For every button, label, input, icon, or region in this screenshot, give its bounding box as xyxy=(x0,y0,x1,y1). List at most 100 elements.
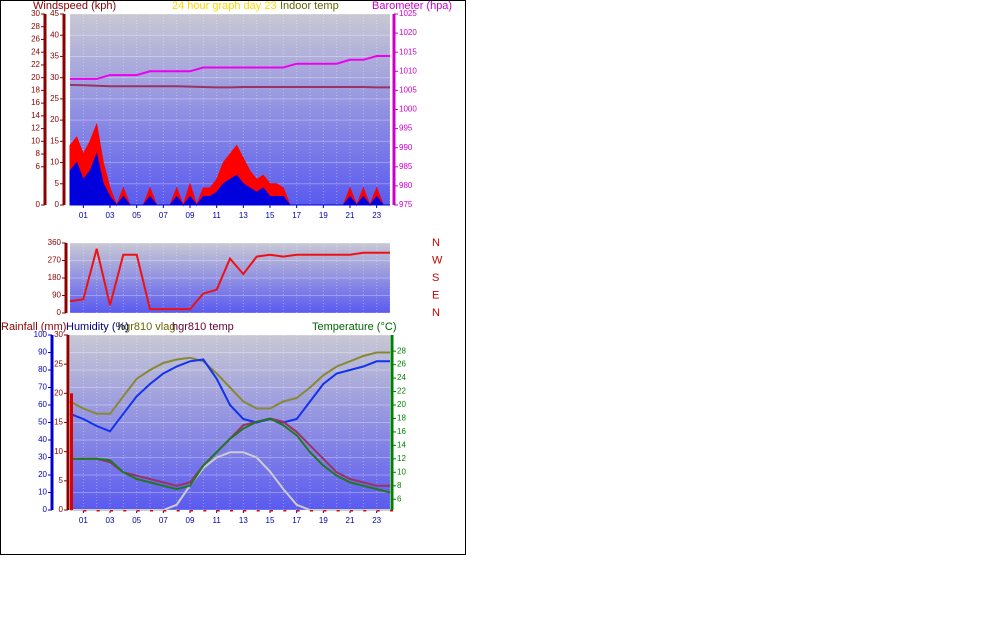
y2-tick-label: W xyxy=(432,254,443,266)
y-tick-label: 20 xyxy=(50,115,59,124)
bar xyxy=(230,510,233,512)
title: 24 hour graph day 23 xyxy=(172,0,277,12)
bar xyxy=(176,510,180,512)
y-tick-label: 30 xyxy=(50,73,59,82)
y-tick-label: 10 xyxy=(38,488,47,497)
y-tick-label: 180 xyxy=(48,273,62,282)
y2-tick-label: 1000 xyxy=(399,105,417,114)
y-tick-label: 60 xyxy=(38,400,47,409)
bar xyxy=(296,510,300,512)
y2-tick-label: 1020 xyxy=(399,28,417,37)
y-tick-label: 70 xyxy=(38,383,47,392)
x-tick-label: 05 xyxy=(132,516,141,525)
bar xyxy=(310,510,313,512)
y-tick-label: 10 xyxy=(50,158,59,167)
y2-tick-label: E xyxy=(432,289,439,301)
legend-label: hgr810 vlag xyxy=(118,321,176,333)
y3-tick-label: 18 xyxy=(31,86,40,95)
y-tick-label: 80 xyxy=(38,365,47,374)
y-tick-label: 90 xyxy=(38,348,47,357)
y-tick-label: 0 xyxy=(43,505,48,514)
y-tick-label: 15 xyxy=(50,136,59,145)
x-tick-label: 23 xyxy=(372,516,381,525)
x-tick-label: 19 xyxy=(319,516,328,525)
y2-tick-label: 980 xyxy=(399,181,413,190)
x-tick-label: 09 xyxy=(186,211,195,220)
bar xyxy=(150,510,153,512)
y3-tick-label: 16 xyxy=(31,98,40,107)
x-tick-label: 03 xyxy=(106,211,115,220)
y2-tick-label: 1005 xyxy=(399,86,417,95)
y-tick-label: 40 xyxy=(38,435,47,444)
bar xyxy=(136,510,140,512)
x-tick-label: 15 xyxy=(266,211,275,220)
y2-tick-label: S xyxy=(432,272,439,284)
legend-label: Indoor temp xyxy=(280,0,339,12)
line xyxy=(70,417,391,494)
y3-tick-label: 10 xyxy=(54,447,63,456)
y2-tick-label: 985 xyxy=(399,162,413,171)
x-tick-label: 23 xyxy=(372,211,381,220)
y2-tick-label: 12 xyxy=(397,454,406,463)
y2-label: Temperature (°C) xyxy=(312,321,396,333)
bar xyxy=(96,510,100,512)
x-tick-label: 01 xyxy=(79,211,88,220)
bar xyxy=(283,510,287,512)
y-tick-label: 5 xyxy=(55,179,60,188)
x-tick-label: 17 xyxy=(292,211,301,220)
y3-tick-label: 20 xyxy=(54,388,63,397)
y3-tick-label: 8 xyxy=(36,149,41,158)
y3-tick-label: 0 xyxy=(36,200,41,209)
bar xyxy=(323,510,327,512)
x-tick-label: 13 xyxy=(239,211,248,220)
x-tick-label: 13 xyxy=(239,516,248,525)
y3-tick-label: 0 xyxy=(59,505,64,514)
bar xyxy=(70,393,73,510)
bar xyxy=(163,510,167,512)
y3-tick-label: 24 xyxy=(31,47,40,56)
plot-area xyxy=(70,335,390,510)
y-label: Humidity (%) xyxy=(66,321,129,333)
y-tick-label: 360 xyxy=(48,238,62,247)
y3-tick-label: 25 xyxy=(54,359,63,368)
y3-label: Rainfall (mm) xyxy=(1,321,66,333)
y3-tick-label: 5 xyxy=(59,476,64,485)
x-tick-label: 01 xyxy=(79,516,88,525)
y-label: Windspeed (kph) xyxy=(33,0,116,12)
x-tick-label: 07 xyxy=(159,516,168,525)
y-tick-label: 25 xyxy=(50,94,59,103)
x-tick-label: 21 xyxy=(346,516,355,525)
y-tick-label: 30 xyxy=(38,453,47,462)
x-tick-label: 11 xyxy=(213,211,222,220)
y-tick-label: 100 xyxy=(34,330,48,339)
y-tick-label: 0 xyxy=(57,308,62,317)
bar xyxy=(123,510,127,512)
y2-tick-label: N xyxy=(432,237,440,249)
bar xyxy=(350,510,353,512)
y3-tick-label: 26 xyxy=(31,35,40,44)
y-tick-label: 45 xyxy=(50,9,59,18)
area xyxy=(69,152,390,206)
y2-tick-label: 995 xyxy=(399,124,413,133)
x-tick-label: 17 xyxy=(292,516,301,525)
bar xyxy=(363,510,367,512)
y-tick-label: 50 xyxy=(38,418,47,427)
y2-tick-label: 1010 xyxy=(399,66,417,75)
bar xyxy=(256,510,260,512)
line xyxy=(69,83,390,89)
legend-label: hgr810 temp xyxy=(172,321,234,333)
y2-tick-label: 18 xyxy=(397,414,406,423)
bar xyxy=(243,510,247,512)
x-tick-label: 21 xyxy=(346,211,355,220)
x-tick-label: 09 xyxy=(186,516,195,525)
y2-tick-label: 10 xyxy=(397,467,406,476)
y2-tick-label: 20 xyxy=(397,400,406,409)
y3-tick-label: 28 xyxy=(31,22,40,31)
y3-tick-label: 22 xyxy=(31,60,40,69)
line xyxy=(69,248,390,311)
y2-tick-label: N xyxy=(432,307,440,319)
y3-tick-label: 20 xyxy=(31,73,40,82)
y2-tick-label: 1025 xyxy=(399,9,417,18)
